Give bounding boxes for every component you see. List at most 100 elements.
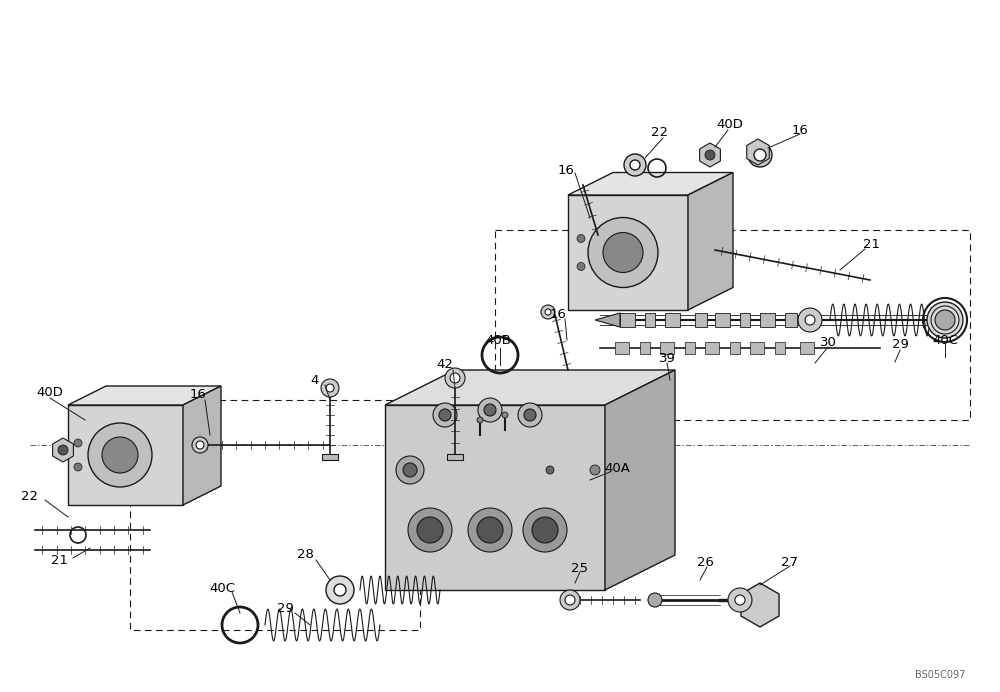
Polygon shape bbox=[447, 454, 463, 460]
Polygon shape bbox=[700, 143, 720, 167]
Circle shape bbox=[502, 412, 508, 418]
Bar bbox=[740, 313, 750, 327]
Circle shape bbox=[196, 441, 204, 449]
Text: 16: 16 bbox=[792, 123, 808, 136]
Circle shape bbox=[408, 508, 452, 552]
Circle shape bbox=[417, 517, 443, 543]
Circle shape bbox=[735, 595, 745, 605]
Bar bbox=[800, 342, 814, 354]
Bar bbox=[615, 342, 629, 354]
Circle shape bbox=[58, 445, 68, 455]
Polygon shape bbox=[183, 386, 221, 505]
Circle shape bbox=[477, 417, 483, 423]
Polygon shape bbox=[568, 195, 688, 310]
Bar bbox=[730, 342, 740, 354]
Text: 4: 4 bbox=[311, 374, 319, 387]
Bar bbox=[785, 313, 797, 327]
Circle shape bbox=[648, 593, 662, 607]
Text: 29: 29 bbox=[277, 601, 293, 614]
Circle shape bbox=[74, 463, 82, 471]
Text: 40D: 40D bbox=[717, 118, 743, 131]
Text: 16: 16 bbox=[190, 388, 206, 401]
Text: 22: 22 bbox=[22, 491, 38, 504]
Circle shape bbox=[477, 517, 503, 543]
Text: 22: 22 bbox=[652, 127, 668, 140]
Circle shape bbox=[468, 508, 512, 552]
Polygon shape bbox=[595, 313, 620, 327]
Polygon shape bbox=[53, 438, 73, 462]
Circle shape bbox=[577, 235, 585, 242]
Circle shape bbox=[590, 465, 600, 475]
Polygon shape bbox=[747, 139, 769, 165]
Polygon shape bbox=[605, 370, 675, 590]
Text: 40B: 40B bbox=[485, 334, 511, 347]
Text: 21: 21 bbox=[864, 239, 881, 251]
Circle shape bbox=[321, 379, 339, 397]
Circle shape bbox=[630, 160, 640, 170]
Circle shape bbox=[192, 437, 208, 453]
Polygon shape bbox=[68, 405, 183, 505]
Bar bbox=[715, 313, 730, 327]
Circle shape bbox=[478, 398, 502, 422]
Bar bbox=[705, 342, 719, 354]
Circle shape bbox=[74, 439, 82, 447]
Circle shape bbox=[484, 404, 496, 416]
Text: 40D: 40D bbox=[37, 387, 63, 399]
Circle shape bbox=[532, 517, 558, 543]
Text: 25: 25 bbox=[572, 561, 588, 574]
Polygon shape bbox=[385, 405, 605, 590]
Polygon shape bbox=[688, 172, 733, 310]
Circle shape bbox=[326, 384, 334, 392]
Bar bbox=[645, 313, 655, 327]
Circle shape bbox=[523, 508, 567, 552]
Text: 27: 27 bbox=[782, 556, 798, 569]
Text: 16: 16 bbox=[550, 309, 566, 322]
Circle shape bbox=[439, 409, 451, 421]
Polygon shape bbox=[322, 454, 338, 460]
Circle shape bbox=[805, 315, 815, 325]
Text: 16: 16 bbox=[558, 163, 574, 176]
Bar bbox=[685, 342, 695, 354]
Polygon shape bbox=[741, 583, 779, 627]
Bar bbox=[750, 342, 764, 354]
Circle shape bbox=[588, 217, 658, 287]
Bar bbox=[620, 313, 635, 327]
Circle shape bbox=[396, 456, 424, 484]
Circle shape bbox=[705, 150, 715, 160]
Bar bbox=[665, 313, 680, 327]
Bar bbox=[660, 342, 674, 354]
Circle shape bbox=[545, 309, 551, 315]
Text: 42: 42 bbox=[437, 358, 453, 372]
Text: 39: 39 bbox=[659, 352, 675, 365]
Bar bbox=[695, 313, 707, 327]
Circle shape bbox=[754, 149, 766, 161]
Text: 40A: 40A bbox=[604, 462, 630, 475]
Circle shape bbox=[798, 308, 822, 332]
Text: 21: 21 bbox=[52, 554, 68, 567]
Circle shape bbox=[560, 590, 580, 610]
Circle shape bbox=[565, 595, 575, 605]
Polygon shape bbox=[385, 370, 675, 405]
Circle shape bbox=[326, 576, 354, 604]
Bar bbox=[760, 313, 775, 327]
Circle shape bbox=[935, 310, 955, 330]
Circle shape bbox=[728, 588, 752, 612]
Text: 28: 28 bbox=[297, 549, 313, 561]
Circle shape bbox=[624, 154, 646, 176]
Circle shape bbox=[927, 302, 963, 338]
Text: 30: 30 bbox=[820, 336, 836, 349]
Bar bbox=[640, 342, 650, 354]
Text: BS05C097: BS05C097 bbox=[915, 670, 965, 680]
Text: 40C: 40C bbox=[932, 334, 958, 347]
Circle shape bbox=[433, 403, 457, 427]
Polygon shape bbox=[568, 172, 733, 195]
Polygon shape bbox=[68, 386, 221, 405]
Circle shape bbox=[577, 262, 585, 271]
Circle shape bbox=[603, 233, 643, 273]
Circle shape bbox=[102, 437, 138, 473]
Circle shape bbox=[524, 409, 536, 421]
Text: 29: 29 bbox=[892, 338, 908, 352]
Circle shape bbox=[334, 584, 346, 596]
Bar bbox=[775, 342, 785, 354]
Circle shape bbox=[748, 143, 772, 167]
